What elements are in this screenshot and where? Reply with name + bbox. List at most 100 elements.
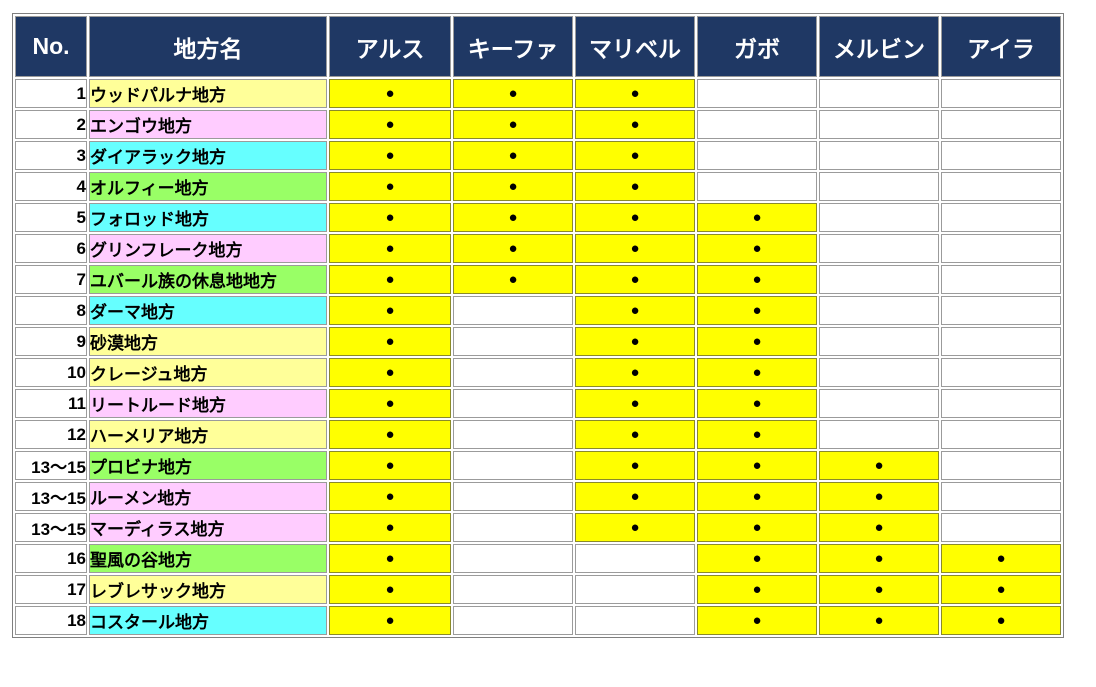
member-absent-cell xyxy=(941,327,1061,356)
region-name-cell: ウッドパルナ地方 xyxy=(89,79,327,108)
row-number-cell: 9 xyxy=(15,327,87,356)
row-number-cell: 16 xyxy=(15,544,87,573)
member-present-cell: ● xyxy=(697,606,817,635)
member-present-cell: ● xyxy=(819,575,939,604)
member-present-cell: ● xyxy=(575,234,695,263)
member-present-cell: ● xyxy=(697,482,817,511)
region-name-cell: クレージュ地方 xyxy=(89,358,327,387)
member-absent-cell xyxy=(941,420,1061,449)
region-name-cell: エンゴウ地方 xyxy=(89,110,327,139)
row-number-cell: 18 xyxy=(15,606,87,635)
column-header-no: No. xyxy=(15,16,87,77)
table-header-row: No. 地方名 アルス キーファ マリベル ガボ メルビン アイラ xyxy=(15,16,1061,77)
member-absent-cell xyxy=(697,141,817,170)
table-row: 8 ダーマ地方 ● ● ● xyxy=(15,296,1061,325)
member-present-cell: ● xyxy=(329,575,451,604)
region-name-cell: ルーメン地方 xyxy=(89,482,327,511)
table-row: 5 フォロッド地方 ● ● ● ● xyxy=(15,203,1061,232)
member-present-cell: ● xyxy=(819,513,939,542)
member-present-cell: ● xyxy=(329,544,451,573)
member-absent-cell xyxy=(453,296,573,325)
member-absent-cell xyxy=(941,203,1061,232)
member-present-cell: ● xyxy=(329,606,451,635)
row-number-cell: 17 xyxy=(15,575,87,604)
member-absent-cell xyxy=(819,110,939,139)
member-absent-cell xyxy=(819,389,939,418)
row-number-cell: 5 xyxy=(15,203,87,232)
member-present-cell: ● xyxy=(453,110,573,139)
column-header-member-3: ガボ xyxy=(697,16,817,77)
member-absent-cell xyxy=(819,420,939,449)
member-absent-cell xyxy=(575,575,695,604)
table-row: 13〜15 マーディラス地方 ● ● ● ● xyxy=(15,513,1061,542)
member-absent-cell xyxy=(453,420,573,449)
member-absent-cell xyxy=(453,575,573,604)
row-number-cell: 13〜15 xyxy=(15,482,87,511)
table-row: 11 リートルード地方 ● ● ● xyxy=(15,389,1061,418)
region-name-cell: 聖風の谷地方 xyxy=(89,544,327,573)
member-absent-cell xyxy=(941,79,1061,108)
member-absent-cell xyxy=(453,358,573,387)
member-present-cell: ● xyxy=(329,110,451,139)
member-absent-cell xyxy=(453,389,573,418)
member-absent-cell xyxy=(819,203,939,232)
member-present-cell: ● xyxy=(453,265,573,294)
table-row: 17 レブレサック地方 ● ● ● ● xyxy=(15,575,1061,604)
table-row: 10 クレージュ地方 ● ● ● xyxy=(15,358,1061,387)
member-present-cell: ● xyxy=(575,203,695,232)
member-present-cell: ● xyxy=(329,79,451,108)
member-present-cell: ● xyxy=(697,358,817,387)
member-absent-cell xyxy=(453,327,573,356)
region-party-availability-table: No. 地方名 アルス キーファ マリベル ガボ メルビン アイラ 1 ウッドパルナ地方 ● ● ● 2… xyxy=(12,13,1064,638)
member-present-cell: ● xyxy=(575,79,695,108)
region-name-cell: グリンフレーク地方 xyxy=(89,234,327,263)
member-absent-cell xyxy=(941,513,1061,542)
member-present-cell: ● xyxy=(575,420,695,449)
member-present-cell: ● xyxy=(329,482,451,511)
member-present-cell: ● xyxy=(819,544,939,573)
region-name-cell: リートルード地方 xyxy=(89,389,327,418)
member-present-cell: ● xyxy=(575,513,695,542)
table-row: 13〜15 ルーメン地方 ● ● ● ● xyxy=(15,482,1061,511)
member-absent-cell xyxy=(819,234,939,263)
member-present-cell: ● xyxy=(329,172,451,201)
member-present-cell: ● xyxy=(697,234,817,263)
member-present-cell: ● xyxy=(575,172,695,201)
member-absent-cell xyxy=(453,482,573,511)
member-present-cell: ● xyxy=(329,141,451,170)
member-present-cell: ● xyxy=(697,203,817,232)
row-number-cell: 13〜15 xyxy=(15,451,87,480)
table-row: 1 ウッドパルナ地方 ● ● ● xyxy=(15,79,1061,108)
member-present-cell: ● xyxy=(941,606,1061,635)
member-present-cell: ● xyxy=(941,575,1061,604)
member-absent-cell xyxy=(941,141,1061,170)
member-present-cell: ● xyxy=(697,420,817,449)
region-name-cell: ハーメリア地方 xyxy=(89,420,327,449)
region-name-cell: コスタール地方 xyxy=(89,606,327,635)
member-present-cell: ● xyxy=(453,234,573,263)
member-present-cell: ● xyxy=(819,606,939,635)
column-header-member-2: マリベル xyxy=(575,16,695,77)
member-present-cell: ● xyxy=(329,451,451,480)
member-present-cell: ● xyxy=(575,141,695,170)
member-present-cell: ● xyxy=(697,575,817,604)
member-absent-cell xyxy=(819,141,939,170)
column-header-member-1: キーファ xyxy=(453,16,573,77)
row-number-cell: 7 xyxy=(15,265,87,294)
member-absent-cell xyxy=(941,389,1061,418)
table-row: 9 砂漠地方 ● ● ● xyxy=(15,327,1061,356)
member-present-cell: ● xyxy=(329,327,451,356)
member-present-cell: ● xyxy=(575,327,695,356)
member-present-cell: ● xyxy=(575,296,695,325)
member-absent-cell xyxy=(941,265,1061,294)
member-present-cell: ● xyxy=(453,172,573,201)
member-absent-cell xyxy=(575,544,695,573)
region-name-cell: ユバール族の休息地地方 xyxy=(89,265,327,294)
table-row: 2 エンゴウ地方 ● ● ● xyxy=(15,110,1061,139)
member-absent-cell xyxy=(819,358,939,387)
member-absent-cell xyxy=(941,358,1061,387)
member-present-cell: ● xyxy=(453,141,573,170)
table-row: 6 グリンフレーク地方 ● ● ● ● xyxy=(15,234,1061,263)
member-absent-cell xyxy=(453,544,573,573)
